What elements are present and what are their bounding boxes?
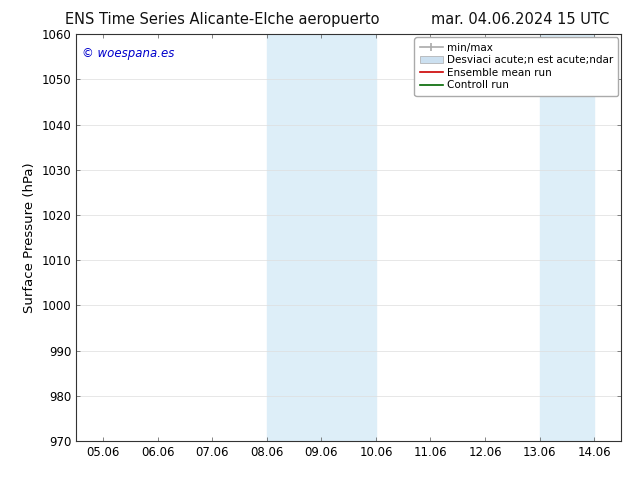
- Text: © woespana.es: © woespana.es: [82, 47, 174, 59]
- Legend: min/max, Desviaci acute;n est acute;ndar, Ensemble mean run, Controll run: min/max, Desviaci acute;n est acute;ndar…: [415, 37, 618, 96]
- Bar: [267, 34, 321, 441]
- Bar: [321, 34, 376, 441]
- Text: mar. 04.06.2024 15 UTC: mar. 04.06.2024 15 UTC: [430, 12, 609, 27]
- Y-axis label: Surface Pressure (hPa): Surface Pressure (hPa): [23, 162, 36, 313]
- Bar: [540, 34, 594, 441]
- Text: ENS Time Series Alicante-Elche aeropuerto: ENS Time Series Alicante-Elche aeropuert…: [65, 12, 379, 27]
